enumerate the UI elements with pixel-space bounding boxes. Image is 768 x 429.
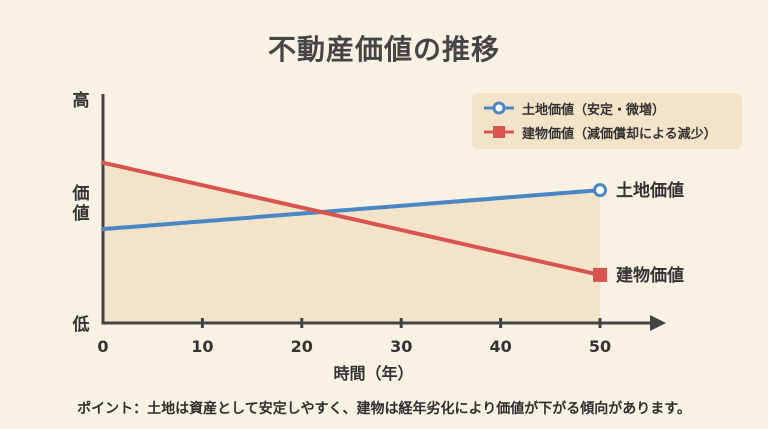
x-tick-label: 50 [589,337,611,356]
legend-item-building: 建物価値（減価償却による減少） [482,121,717,143]
x-tick-label: 0 [97,337,108,356]
legend-label-land: 土地価値（安定・微増） [522,102,666,118]
legend: 土地価値（安定・微増） 建物価値（減価償却による減少） [472,93,742,149]
series-point-land [593,183,607,198]
legend-label-building: 建物価値（減価償却による減少） [522,126,717,142]
x-tick-label: 30 [390,337,412,356]
chart-title: 不動産価値の推移 [267,33,500,66]
x-tick-label: 20 [291,337,313,356]
series-end-label-building: 建物価値 [616,265,684,286]
footnote: ポイント：土地は資産として安定しやすく、建物は経年劣化により価値が下がる傾向があ… [77,401,691,417]
legend-land-swatch [484,101,514,115]
series-line-building [101,160,602,277]
series-layer [101,160,607,282]
x-tick-label: 10 [191,337,213,356]
y-axis-top-label: 高 [73,90,90,111]
series-point-building [593,267,607,282]
x-axis-arrow [650,315,666,331]
value-area-fill [103,162,600,323]
x-axis-label: 時間（年） [333,364,413,383]
legend-building-swatch [484,126,514,138]
legend-item-land: 土地価値（安定・微増） [482,97,665,119]
x-tick-label: 40 [489,337,511,356]
series-end-label-land: 土地価値 [616,180,684,201]
y-axis-bottom-label: 低 [72,314,90,335]
y-axis-label: 価値 [72,183,90,224]
series-line-land [101,188,602,232]
